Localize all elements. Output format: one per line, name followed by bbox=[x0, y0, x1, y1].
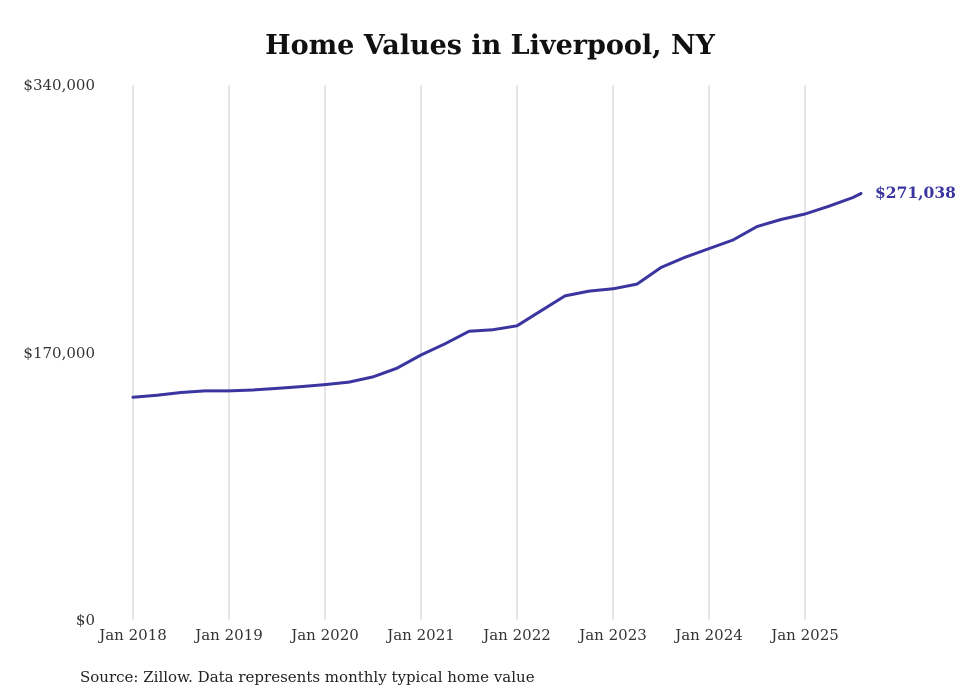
y-tick-label: $170,000 bbox=[23, 343, 95, 362]
x-tick-label: Jan 2023 bbox=[579, 626, 647, 644]
x-tick-label: Jan 2020 bbox=[291, 626, 359, 644]
x-tick-label: Jan 2025 bbox=[771, 626, 839, 644]
y-tick-label: $0 bbox=[75, 611, 95, 629]
x-tick-label: Jan 2024 bbox=[675, 626, 743, 644]
end-value-label: $271,038 bbox=[875, 182, 956, 202]
y-tick-label: $340,000 bbox=[23, 76, 95, 94]
x-tick-label: Jan 2018 bbox=[99, 626, 167, 644]
x-tick-label: Jan 2021 bbox=[387, 626, 455, 644]
x-tick-label: Jan 2019 bbox=[195, 626, 263, 644]
chart-title: Home Values in Liverpool, NY bbox=[265, 30, 715, 61]
value-line bbox=[131, 192, 863, 399]
source-note: Source: Zillow. Data represents monthly … bbox=[80, 668, 535, 686]
x-tick-label: Jan 2022 bbox=[483, 626, 551, 644]
